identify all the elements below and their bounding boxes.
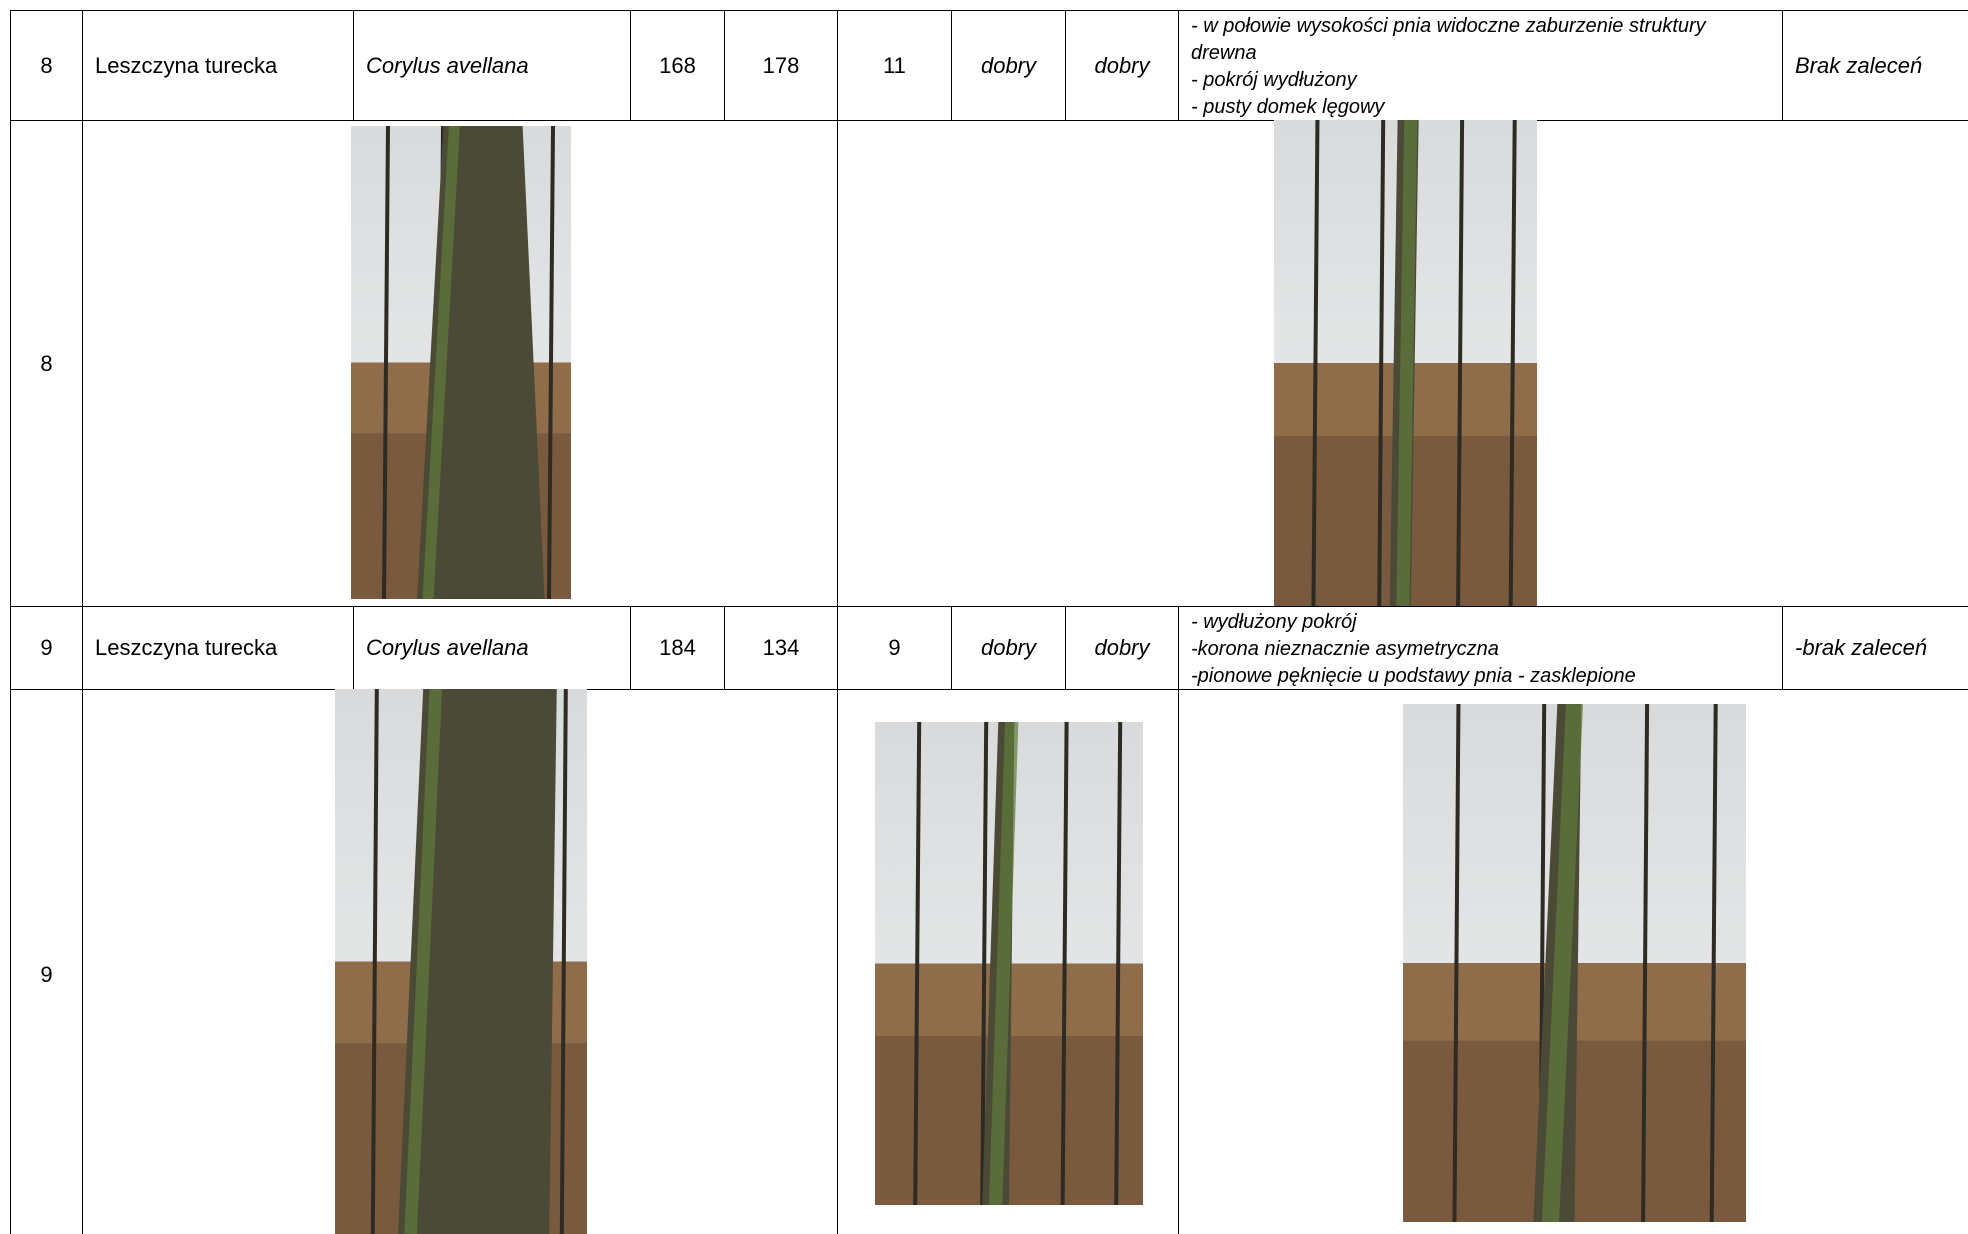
table-cell: dobry xyxy=(951,606,1066,690)
table-cell: 134 xyxy=(724,606,838,690)
page: 8Leszczyna tureckaCorylus avellana168178… xyxy=(0,0,1968,1234)
table-cell: 168 xyxy=(630,10,725,121)
table-cell: dobry xyxy=(1065,606,1179,690)
table-cell: 8 xyxy=(10,10,83,121)
photo xyxy=(335,689,587,1234)
table-cell: 8 xyxy=(10,120,83,607)
table-cell: dobry xyxy=(1065,10,1179,121)
photo xyxy=(1403,704,1746,1222)
note-line: - w połowie wysokości pnia widoczne zabu… xyxy=(1191,13,1706,40)
table-cell: -brak zaleceń xyxy=(1782,606,1968,690)
table-cell: 11 xyxy=(837,10,952,121)
note-line: drewna xyxy=(1191,40,1257,67)
table-cell: Corylus avellana xyxy=(353,606,631,690)
table-cell: Brak zaleceń xyxy=(1782,10,1968,121)
table-cell: dobry xyxy=(951,10,1066,121)
table-cell: 9 xyxy=(10,689,83,1234)
table-cell: 184 xyxy=(630,606,725,690)
photo xyxy=(351,126,571,599)
note-line: - wydłużony pokrój xyxy=(1191,609,1357,636)
note-line: - pokrój wydłużony xyxy=(1191,67,1357,94)
note-line: -korona nieznacznie asymetryczna xyxy=(1191,636,1499,663)
table-cell: 9 xyxy=(837,606,952,690)
note-line: -pionowe pęknięcie u podstawy pnia - zas… xyxy=(1191,663,1636,690)
photo xyxy=(1274,120,1537,606)
notes-cell: - w połowie wysokości pnia widoczne zabu… xyxy=(1178,10,1783,121)
photo xyxy=(875,722,1143,1205)
table-cell: Leszczyna turecka xyxy=(82,10,354,121)
table-cell: 9 xyxy=(10,606,83,690)
notes-cell: - wydłużony pokrój-korona nieznacznie as… xyxy=(1178,606,1783,690)
table-cell: Leszczyna turecka xyxy=(82,606,354,690)
table-cell: Corylus avellana xyxy=(353,10,631,121)
table-cell: 178 xyxy=(724,10,838,121)
note-line: - pusty domek lęgowy xyxy=(1191,94,1384,121)
